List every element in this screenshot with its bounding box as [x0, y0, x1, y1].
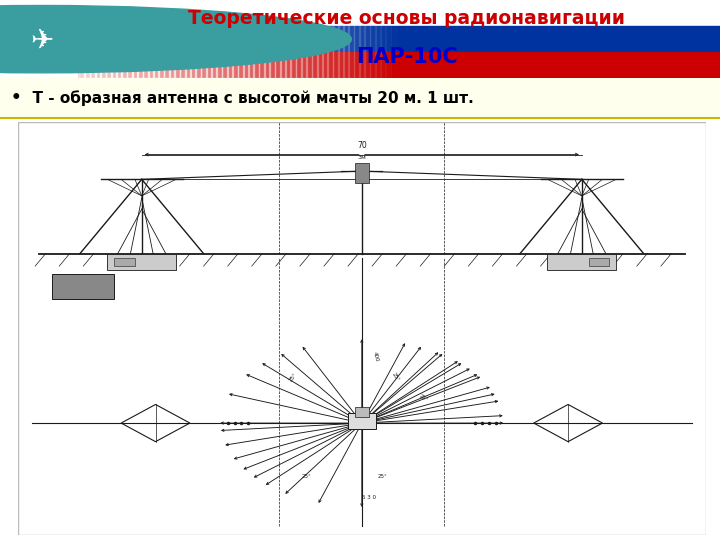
Bar	[84, 0, 91, 78]
Bar	[195, 0, 202, 78]
Bar	[206, 0, 212, 78]
Bar	[169, 0, 175, 78]
Bar	[338, 0, 344, 78]
Bar	[107, 254, 176, 270]
Bar	[127, 0, 132, 78]
Bar	[385, 0, 392, 78]
Bar	[301, 0, 307, 78]
Bar	[253, 0, 259, 78]
Bar	[190, 0, 196, 78]
Bar	[217, 0, 222, 78]
Text: 25°: 25°	[288, 372, 298, 383]
Bar	[333, 0, 338, 78]
Bar	[132, 0, 138, 78]
Bar	[211, 0, 217, 78]
Bar	[222, 0, 228, 78]
Bar	[143, 0, 148, 78]
Bar	[116, 0, 122, 78]
Text: 25°: 25°	[302, 474, 312, 480]
Bar	[79, 0, 85, 78]
Bar	[238, 0, 243, 78]
Bar	[114, 258, 135, 266]
Text: Т - образная антенна с высотой мачты 20 м. 1 шт.: Т - образная антенна с высотой мачты 20 …	[22, 90, 473, 106]
Bar	[359, 0, 365, 78]
Text: 25°: 25°	[392, 372, 401, 383]
Bar	[269, 0, 275, 78]
Bar	[185, 0, 191, 78]
Bar	[148, 0, 154, 78]
Bar	[179, 0, 186, 78]
Bar	[547, 254, 616, 270]
Bar	[317, 0, 323, 78]
Bar	[328, 0, 333, 78]
Bar	[264, 0, 270, 78]
Bar	[79, 52, 720, 78]
Bar	[322, 0, 328, 78]
Bar	[391, 0, 397, 78]
Text: ПАР-10С: ПАР-10С	[356, 47, 458, 67]
Bar	[375, 0, 381, 78]
Bar	[122, 0, 127, 78]
Bar	[100, 0, 107, 78]
Bar	[364, 0, 370, 78]
Bar	[243, 0, 249, 78]
Text: 25°: 25°	[377, 474, 387, 480]
Bar	[258, 0, 265, 78]
Bar	[343, 0, 349, 78]
Bar	[280, 0, 286, 78]
Text: 25°: 25°	[418, 394, 429, 403]
Bar	[589, 258, 609, 266]
Text: •: •	[11, 89, 22, 107]
Bar	[354, 0, 360, 78]
Bar	[79, 26, 720, 52]
Bar	[227, 0, 233, 78]
Bar	[290, 0, 297, 78]
Bar	[348, 0, 354, 78]
Circle shape	[0, 5, 351, 73]
Bar	[348, 413, 376, 429]
Text: ✈: ✈	[30, 26, 53, 55]
Bar	[106, 0, 112, 78]
Bar	[79, 0, 720, 26]
Text: 3м: 3м	[357, 154, 366, 160]
Bar	[201, 0, 207, 78]
Bar	[380, 0, 386, 78]
Bar	[248, 0, 254, 78]
Bar	[158, 0, 164, 78]
Bar	[296, 0, 302, 78]
Text: Теоретические основы радионавигации: Теоретические основы радионавигации	[189, 9, 625, 28]
Bar	[163, 0, 170, 78]
Bar	[274, 0, 281, 78]
Bar	[233, 0, 238, 78]
Bar	[312, 0, 318, 78]
Text: 5 3 0: 5 3 0	[361, 495, 376, 500]
Bar	[369, 0, 376, 78]
Bar	[53, 274, 114, 299]
Bar	[355, 407, 369, 417]
Bar	[285, 0, 291, 78]
Bar	[174, 0, 180, 78]
Bar	[90, 0, 96, 78]
Text: 400: 400	[372, 351, 379, 363]
Bar	[355, 163, 369, 184]
Bar	[153, 0, 159, 78]
Text: 70: 70	[357, 141, 366, 151]
Bar	[306, 0, 312, 78]
Bar	[111, 0, 117, 78]
Bar	[95, 0, 101, 78]
Bar	[138, 0, 143, 78]
